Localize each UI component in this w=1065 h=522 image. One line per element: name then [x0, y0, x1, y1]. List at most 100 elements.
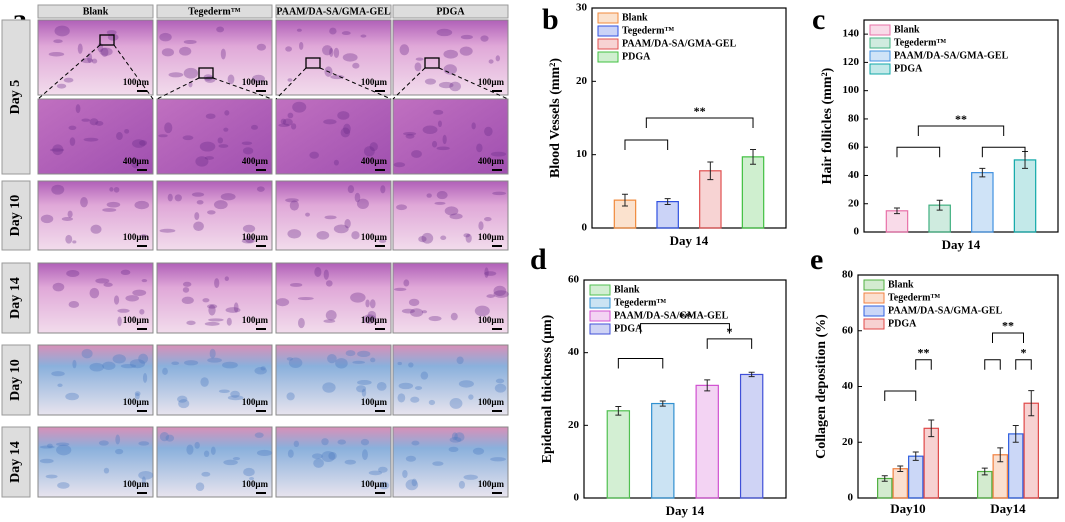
y-tick-label: 80 [842, 269, 854, 281]
tissue-texture [397, 393, 406, 403]
tissue-texture [116, 132, 123, 141]
tissue-texture [450, 312, 458, 321]
legend-swatch [863, 305, 885, 317]
tissue-texture [171, 361, 180, 366]
y-tick-label: 0 [854, 226, 860, 238]
tissue-texture [196, 200, 204, 205]
tissue-texture [227, 74, 235, 85]
tissue-texture [182, 287, 190, 293]
y-tick-label: 60 [848, 141, 860, 153]
histology-image [392, 344, 509, 416]
tissue-texture [456, 356, 464, 365]
tissue-texture [363, 146, 375, 157]
histology-image [275, 262, 392, 334]
tissue-texture [77, 43, 83, 54]
tissue-texture [120, 269, 131, 275]
error-bar [1012, 425, 1019, 443]
tissue-texture [204, 156, 214, 160]
tissue-texture [286, 357, 293, 361]
bar [606, 410, 631, 499]
tissue-texture [490, 457, 506, 462]
tissue-texture [327, 354, 337, 364]
tissue-texture [352, 62, 360, 69]
tissue-texture [405, 479, 419, 491]
tissue-texture [494, 383, 507, 393]
tissue-texture [106, 201, 121, 208]
zoom-line [156, 77, 200, 100]
histology-image [392, 19, 509, 96]
tissue-texture [109, 187, 114, 192]
tissue-texture [141, 476, 146, 486]
tissue-texture [432, 461, 444, 466]
tissue-texture [286, 392, 295, 401]
tissue-texture [367, 310, 377, 321]
panel-letter: e [810, 243, 823, 276]
tissue-texture [365, 299, 370, 308]
tissue-texture [418, 235, 427, 243]
tissue-texture [287, 78, 293, 82]
tissue-texture [321, 438, 329, 446]
tissue-texture [95, 121, 104, 126]
tissue-texture [220, 48, 226, 60]
tissue-texture [297, 296, 314, 301]
y-tick-label: 100 [843, 84, 860, 96]
tissue-texture [174, 194, 182, 202]
bar [1008, 433, 1024, 499]
tissue-texture [357, 379, 372, 385]
bar [923, 427, 939, 499]
plot-frame [583, 279, 787, 499]
y-tick-label: 60 [842, 324, 854, 336]
histology-image [156, 19, 273, 96]
legend-swatch [589, 310, 611, 322]
tissue-texture [296, 28, 302, 32]
legend-label: PDGA [888, 318, 917, 329]
tissue-texture [356, 198, 369, 209]
y-axis-label: Collagen deposition (%) [814, 314, 829, 459]
error-bar [704, 379, 711, 392]
error-bar [928, 419, 935, 438]
tissue-texture [65, 234, 73, 244]
tissue-texture [243, 467, 255, 477]
histology-image [156, 426, 273, 498]
significance-bracket [617, 357, 664, 369]
scale-bar-label: 100μm [123, 479, 150, 489]
column-header: Blank [83, 6, 109, 17]
tissue-texture [330, 74, 345, 80]
tissue-texture [394, 287, 407, 291]
legend-swatch [869, 63, 891, 75]
tissue-texture [95, 278, 110, 284]
tissue-texture [424, 78, 437, 85]
y-tick-label: 0 [582, 222, 588, 234]
tissue-texture [471, 122, 476, 130]
scale-bar-label: 100μm [123, 77, 150, 87]
significance-bracket [1015, 359, 1032, 370]
tissue-texture [183, 39, 197, 44]
tissue-texture [102, 361, 116, 370]
tissue-texture [495, 378, 505, 384]
tissue-texture [444, 206, 459, 216]
scale-bar-label: 100μm [361, 315, 388, 325]
histology-image [156, 262, 273, 334]
tissue-texture [134, 392, 140, 400]
tissue-texture [256, 43, 267, 51]
tissue-texture [132, 139, 146, 148]
tissue-texture [451, 432, 458, 441]
tissue-texture [207, 357, 222, 363]
bar [1013, 159, 1037, 233]
legend-label: Tegederm™ [894, 37, 946, 48]
tissue-texture [159, 228, 176, 233]
error-bar [707, 161, 714, 181]
legend-swatch [597, 12, 619, 24]
tissue-texture [288, 357, 303, 368]
tissue-texture [449, 213, 463, 220]
legend-label: Tegederm™ [622, 25, 674, 36]
tissue-texture [321, 451, 336, 462]
histology-image [275, 344, 392, 416]
tissue-texture [48, 51, 65, 57]
tissue-texture [54, 25, 70, 37]
bar [971, 172, 994, 233]
y-tick-label: 20 [848, 197, 860, 209]
tissue-texture [53, 39, 63, 44]
bar [656, 201, 679, 229]
row-label-box [1, 344, 31, 416]
